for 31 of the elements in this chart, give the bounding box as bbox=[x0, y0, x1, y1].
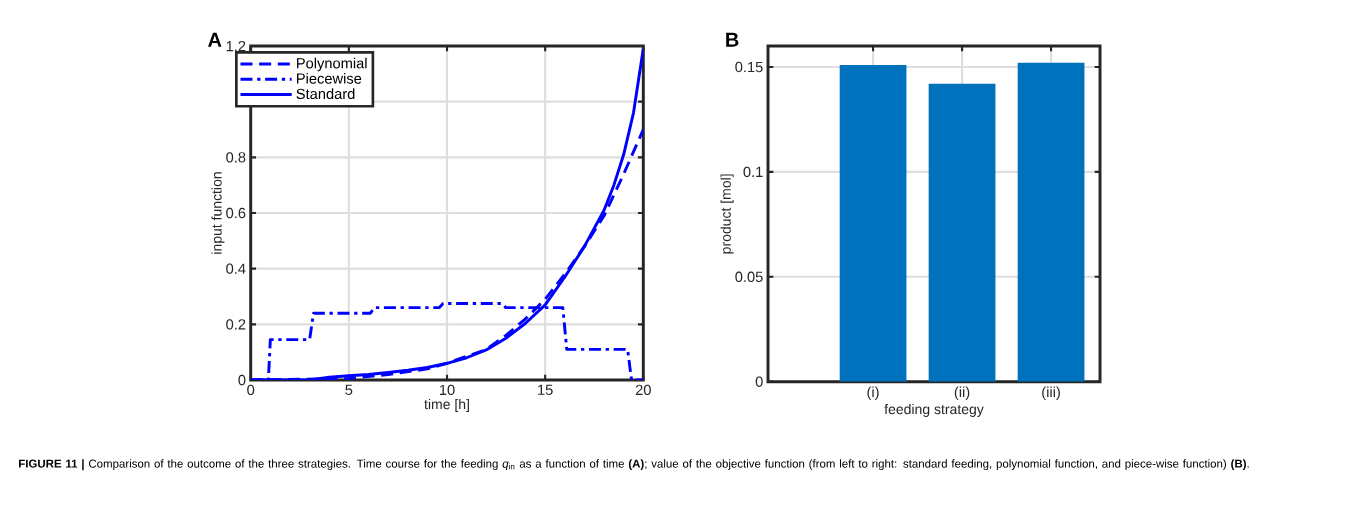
bar bbox=[1017, 62, 1085, 382]
x-tick-label: (iii) bbox=[1042, 386, 1060, 401]
y-tick-label: 0.4 bbox=[226, 263, 246, 274]
chart-title: B bbox=[726, 32, 739, 47]
y-tick-label: 0.8 bbox=[226, 152, 246, 163]
x-tick-label: 0 bbox=[247, 384, 255, 396]
legend-label: Piecewise bbox=[297, 72, 362, 84]
x-axis-title: feeding strategy bbox=[884, 403, 984, 417]
x-tick-label: 20 bbox=[635, 384, 651, 396]
y-axis-title: product [mol] bbox=[720, 174, 734, 254]
y-tick-label: 1.2 bbox=[226, 40, 246, 52]
y-tick-label: 0 bbox=[755, 376, 763, 387]
y-axis-title: input function bbox=[211, 172, 225, 254]
x-tick-label: (ii) bbox=[954, 386, 970, 401]
legend-label: Standard bbox=[296, 88, 355, 100]
bar bbox=[839, 64, 907, 382]
y-tick-label: 0.2 bbox=[226, 319, 246, 330]
y-tick-label: 0.15 bbox=[735, 61, 763, 73]
y-tick-label: 0 bbox=[238, 374, 246, 386]
x-axis-title: time [h] bbox=[424, 398, 469, 412]
x-tick-label: 15 bbox=[538, 384, 553, 395]
x-tick-label: 5 bbox=[345, 384, 353, 395]
x-tick-label: 10 bbox=[439, 384, 455, 396]
text: FIGURE 11 | Comparison of the outcome of the three strategies. Time course for the feeding q$_{in}$ as a function of time (A); value of the objective function (from left to right: standard feeding, polynomial function, and piece-wise function) (B). bbox=[19, 459, 1249, 471]
legend-label: Polynomial bbox=[297, 57, 367, 72]
y-tick-label: 0.05 bbox=[735, 271, 763, 282]
y-tick-label: 0.6 bbox=[226, 207, 246, 219]
chart-title: A bbox=[208, 32, 222, 47]
x-tick-label: (i) bbox=[867, 386, 879, 401]
y-tick-label: 0.1 bbox=[743, 166, 763, 178]
bar bbox=[928, 83, 996, 382]
